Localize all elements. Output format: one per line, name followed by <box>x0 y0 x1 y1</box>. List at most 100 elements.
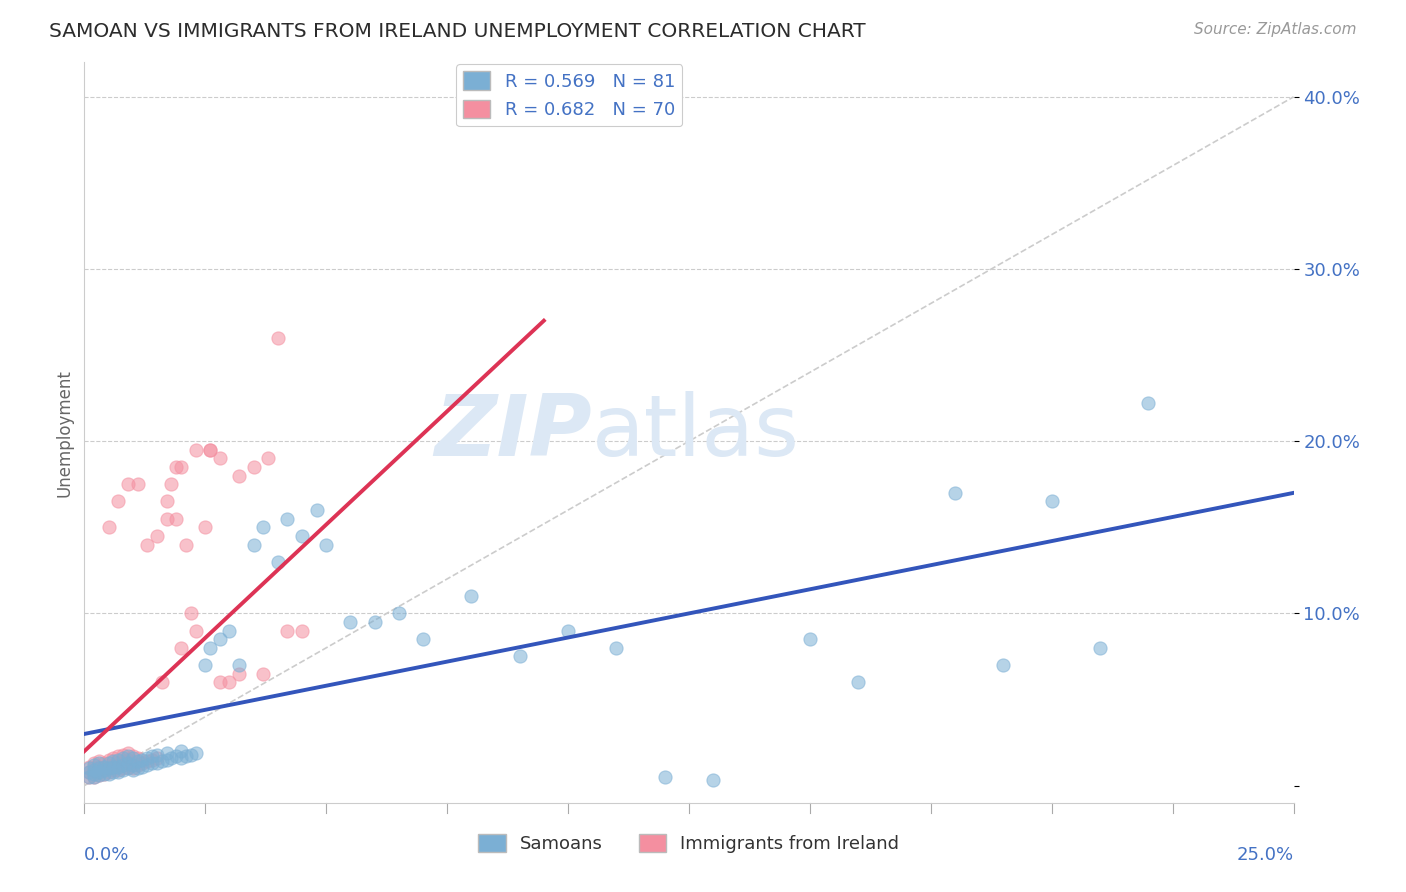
Point <box>136 537 159 551</box>
Point <box>97 759 120 773</box>
Point <box>146 751 169 765</box>
Point <box>97 520 120 534</box>
Point <box>160 751 183 765</box>
Point <box>103 759 125 773</box>
Point <box>654 770 676 784</box>
Point <box>97 761 120 775</box>
Point <box>141 753 163 767</box>
Point <box>291 624 314 638</box>
Point <box>117 759 139 773</box>
Point <box>1040 494 1063 508</box>
Point <box>242 460 264 475</box>
Point <box>198 640 221 655</box>
Point <box>87 759 110 773</box>
Point <box>107 756 129 771</box>
Point <box>121 761 143 775</box>
Point <box>83 770 105 784</box>
Point <box>97 753 120 767</box>
Point <box>846 675 869 690</box>
Text: ZIP: ZIP <box>434 391 592 475</box>
Point <box>174 537 197 551</box>
Point <box>170 751 193 765</box>
Point <box>136 751 159 765</box>
Point <box>180 747 202 762</box>
Point <box>146 529 169 543</box>
Point <box>242 537 264 551</box>
Point <box>605 640 627 655</box>
Point <box>194 658 217 673</box>
Point <box>103 758 125 772</box>
Point <box>184 746 207 760</box>
Point <box>180 607 202 621</box>
Point <box>131 759 153 773</box>
Point <box>87 768 110 782</box>
Point <box>460 589 482 603</box>
Point <box>103 755 125 769</box>
Point <box>267 331 290 345</box>
Point <box>112 747 135 762</box>
Point <box>155 512 177 526</box>
Point <box>87 756 110 771</box>
Point <box>77 764 100 779</box>
Point <box>77 764 100 779</box>
Point <box>83 763 105 777</box>
Point <box>194 520 217 534</box>
Legend: Samoans, Immigrants from Ireland: Samoans, Immigrants from Ireland <box>471 827 907 861</box>
Point <box>155 753 177 767</box>
Point <box>103 764 125 779</box>
Point <box>228 666 250 681</box>
Point <box>127 751 149 765</box>
Point <box>107 764 129 779</box>
Point <box>87 755 110 769</box>
Point <box>107 763 129 777</box>
Point <box>117 749 139 764</box>
Point <box>93 763 115 777</box>
Point <box>117 756 139 771</box>
Point <box>208 675 231 690</box>
Point <box>146 747 169 762</box>
Point <box>252 520 274 534</box>
Point <box>146 756 169 771</box>
Point <box>339 615 361 629</box>
Point <box>77 770 100 784</box>
Point <box>160 477 183 491</box>
Point <box>87 764 110 779</box>
Point <box>993 658 1015 673</box>
Point <box>155 494 177 508</box>
Point <box>93 756 115 771</box>
Point <box>107 753 129 767</box>
Point <box>131 753 153 767</box>
Y-axis label: Unemployment: Unemployment <box>55 368 73 497</box>
Point <box>93 766 115 780</box>
Point <box>136 758 159 772</box>
Point <box>276 512 298 526</box>
Point <box>112 763 135 777</box>
Point <box>165 749 187 764</box>
Point <box>83 764 105 779</box>
Point <box>107 749 129 764</box>
Point <box>315 537 337 551</box>
Point <box>83 766 105 780</box>
Point <box>208 451 231 466</box>
Point <box>112 751 135 765</box>
Point <box>121 756 143 771</box>
Point <box>165 460 187 475</box>
Point <box>509 649 531 664</box>
Point <box>1088 640 1111 655</box>
Point <box>107 759 129 773</box>
Point <box>218 624 240 638</box>
Point <box>117 761 139 775</box>
Point <box>170 460 193 475</box>
Point <box>184 442 207 457</box>
Point <box>291 529 314 543</box>
Point <box>117 753 139 767</box>
Point <box>97 756 120 771</box>
Point <box>412 632 434 647</box>
Point <box>112 761 135 775</box>
Point <box>170 640 193 655</box>
Point <box>174 749 197 764</box>
Point <box>77 770 100 784</box>
Point <box>103 763 125 777</box>
Point <box>943 486 966 500</box>
Point <box>127 758 149 772</box>
